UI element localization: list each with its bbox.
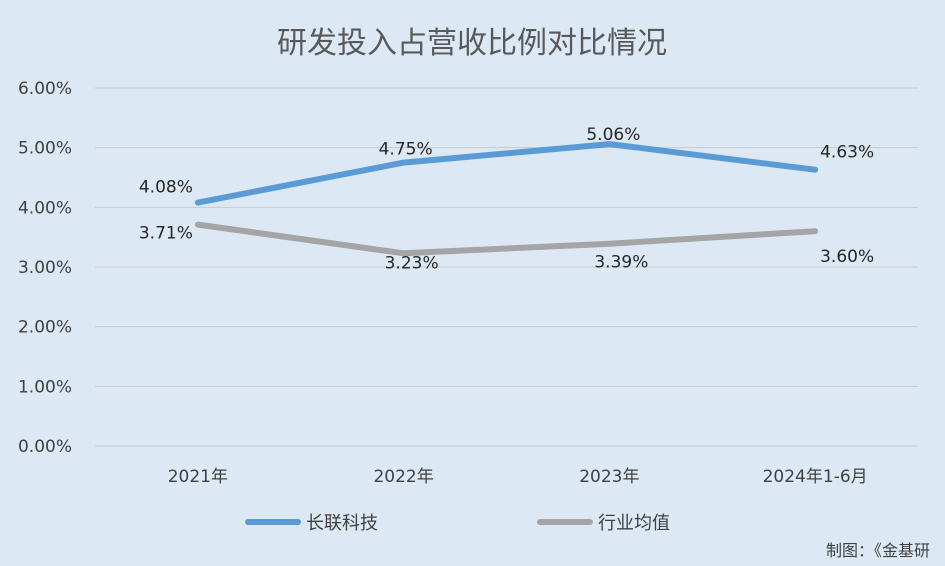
data-label: 4.08% bbox=[139, 178, 193, 198]
x-tick-label: 2023年 bbox=[579, 467, 639, 487]
y-tick-label: 0.00% bbox=[18, 437, 72, 457]
series-line-1 bbox=[194, 141, 819, 206]
y-tick-label: 1.00% bbox=[18, 377, 72, 397]
x-axis-ticks: 2021年 2022年 2023年 2024年1-6月 bbox=[168, 467, 868, 487]
legend-label: 长联科技 bbox=[306, 513, 378, 534]
data-labels: 4.08% 4.75% 5.06% 4.63% 3.71% 3.23% 3.39% 3.60% bbox=[139, 125, 874, 273]
legend-label: 行业均值 bbox=[598, 513, 670, 534]
y-tick-label: 5.00% bbox=[18, 139, 72, 159]
legend: 长联科技 行业均值 bbox=[245, 513, 670, 534]
data-label: 3.23% bbox=[385, 253, 439, 273]
series-line-2 bbox=[194, 221, 819, 257]
y-axis-ticks: 0.00% 1.00% 2.00% 3.00% 4.00% 5.00% 6.00% bbox=[18, 79, 72, 457]
x-tick-label: 2022年 bbox=[373, 467, 433, 487]
data-label: 4.63% bbox=[820, 143, 874, 163]
chart-credit: 制图：《金基研 bbox=[826, 541, 930, 560]
y-tick-label: 2.00% bbox=[18, 318, 72, 338]
x-tick-label: 2024年1-6月 bbox=[763, 467, 868, 487]
y-tick-label: 4.00% bbox=[18, 198, 72, 218]
y-tick-label: 3.00% bbox=[18, 258, 72, 278]
gridlines bbox=[95, 87, 918, 447]
x-tick-label: 2021年 bbox=[168, 467, 228, 487]
series-lines bbox=[194, 141, 819, 257]
data-label: 3.39% bbox=[594, 253, 648, 273]
data-label: 3.71% bbox=[139, 224, 193, 244]
chart-title: 研发投入占营收比例对比情况 bbox=[277, 26, 667, 61]
y-tick-label: 6.00% bbox=[18, 79, 72, 99]
data-label: 5.06% bbox=[586, 125, 640, 145]
data-label: 3.60% bbox=[820, 247, 874, 267]
data-label: 4.75% bbox=[379, 140, 433, 160]
